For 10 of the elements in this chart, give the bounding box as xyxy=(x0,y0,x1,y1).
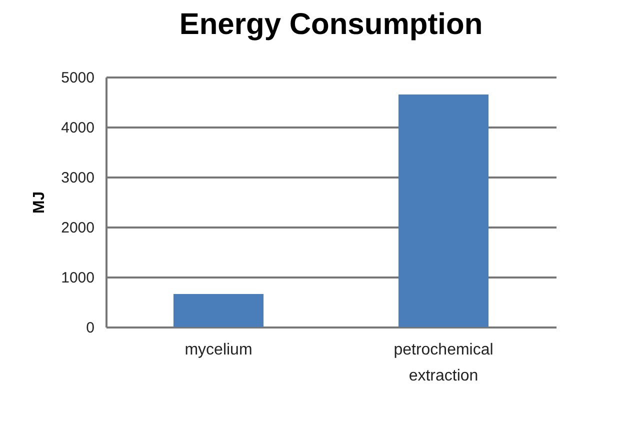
y-tick-label: 1000 xyxy=(61,270,94,286)
x-tick-label: mycelium xyxy=(184,342,252,358)
y-axis-title: MJ xyxy=(31,191,48,214)
y-tick-label: 2000 xyxy=(61,220,94,236)
x-tick-label: petrochemical extraction xyxy=(394,342,494,384)
y-tick-label: 0 xyxy=(86,320,94,336)
chart-title: Energy Consumption xyxy=(179,8,483,41)
y-tick-label: 4000 xyxy=(61,120,94,136)
y-tick-label: 3000 xyxy=(61,170,94,186)
y-tick-label: 5000 xyxy=(61,70,94,86)
